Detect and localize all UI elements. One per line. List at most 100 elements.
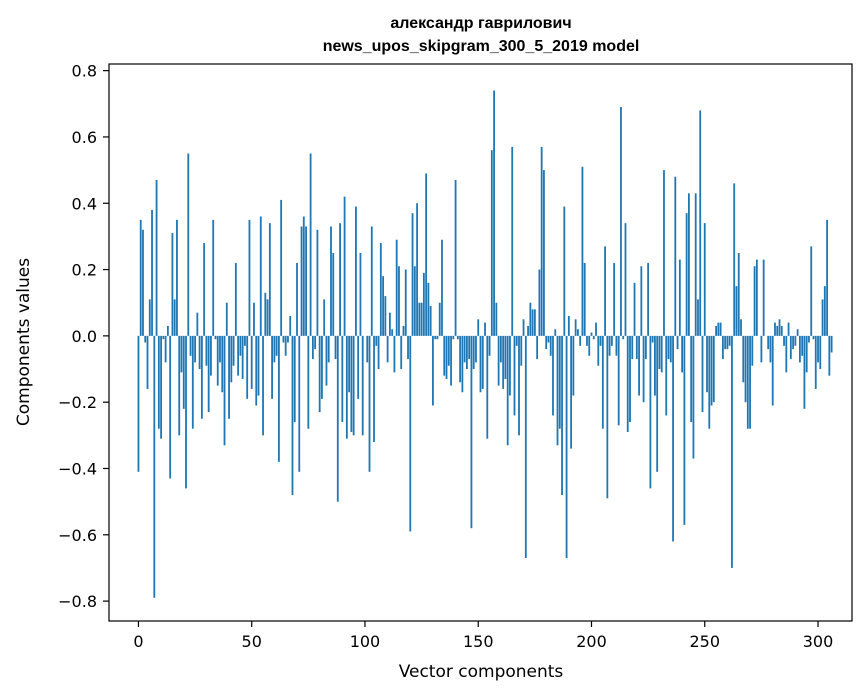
bar-120 <box>409 335 412 532</box>
bar-216 <box>626 335 629 433</box>
bar-82 <box>323 299 326 336</box>
bar-70 <box>296 262 298 336</box>
bar-263 <box>733 183 736 336</box>
bar-15 <box>171 233 174 336</box>
bar-184 <box>554 329 557 336</box>
bar-10 <box>160 335 162 439</box>
bar-54 <box>259 216 262 336</box>
bar-78 <box>314 335 317 350</box>
bar-26 <box>196 312 199 336</box>
bar-45 <box>239 335 242 356</box>
bar-201 <box>592 335 595 340</box>
bar-286 <box>785 335 788 373</box>
bar-105 <box>375 335 378 346</box>
bar-194 <box>577 329 579 336</box>
bar-1 <box>139 219 142 336</box>
bar-4 <box>146 335 149 389</box>
bar-196 <box>581 166 584 336</box>
bar-174 <box>531 309 534 336</box>
bar-192 <box>572 335 575 396</box>
x-tick-label: 200 <box>576 632 607 651</box>
bar-170 <box>522 319 525 336</box>
bar-28 <box>200 335 203 419</box>
bar-46 <box>241 335 244 379</box>
bar-206 <box>604 246 606 336</box>
bar-208 <box>608 335 611 356</box>
bar-282 <box>776 325 779 336</box>
bar-280 <box>771 335 774 406</box>
bar-182 <box>549 335 552 356</box>
bar-83 <box>325 335 328 386</box>
bar-198 <box>586 335 588 346</box>
bar-107 <box>379 243 382 336</box>
bar-150 <box>477 319 480 336</box>
bar-225 <box>647 262 650 336</box>
bar-278 <box>767 335 770 350</box>
x-tick-label: 0 <box>133 632 143 651</box>
bar-276 <box>762 259 765 336</box>
bar-190 <box>567 315 570 336</box>
bar-193 <box>574 319 577 336</box>
bar-114 <box>395 239 398 336</box>
bar-104 <box>373 335 375 442</box>
bar-3 <box>144 335 147 343</box>
bar-141 <box>456 335 459 340</box>
bar-166 <box>513 335 516 416</box>
bar-122 <box>413 266 416 336</box>
bar-135 <box>443 335 446 376</box>
bar-226 <box>649 335 652 489</box>
bar-204 <box>599 335 602 346</box>
bar-133 <box>438 302 441 336</box>
bar-115 <box>398 266 400 336</box>
bar-124 <box>418 302 421 336</box>
bar-7 <box>153 335 156 598</box>
bar-255 <box>715 325 717 336</box>
bar-259 <box>724 335 727 350</box>
bar-69 <box>293 335 296 423</box>
bar-245 <box>692 335 695 459</box>
bar-79 <box>316 229 319 336</box>
bar-291 <box>796 329 799 336</box>
bar-33 <box>212 219 215 336</box>
bar-64 <box>282 335 285 343</box>
bar-43 <box>234 262 237 336</box>
bar-126 <box>422 272 425 336</box>
bar-65 <box>284 335 287 356</box>
bar-125 <box>420 302 423 336</box>
x-tick-label: 300 <box>803 632 834 651</box>
bar-297 <box>810 246 813 336</box>
bar-139 <box>452 335 455 340</box>
bar-199 <box>588 335 591 356</box>
bar-144 <box>463 335 466 363</box>
bar-248 <box>699 110 702 336</box>
x-tick-label: 250 <box>689 632 720 651</box>
bar-246 <box>694 193 697 336</box>
bar-77 <box>311 335 314 360</box>
bar-299 <box>814 335 817 389</box>
bar-165 <box>511 146 514 336</box>
bar-98 <box>359 252 362 336</box>
bar-223 <box>642 335 645 403</box>
bar-175 <box>533 309 536 336</box>
bar-185 <box>556 335 559 446</box>
bar-261 <box>728 335 731 346</box>
bar-215 <box>624 223 627 336</box>
bar-290 <box>794 335 797 346</box>
bar-57 <box>266 299 269 336</box>
bar-102 <box>368 335 371 472</box>
chart-title-line-1: александр гаврилович <box>390 15 571 32</box>
bar-131 <box>434 335 437 340</box>
bar-257 <box>719 322 722 336</box>
bar-239 <box>678 259 681 336</box>
bar-145 <box>466 335 468 370</box>
bar-6 <box>151 209 153 336</box>
bar-61 <box>275 335 278 356</box>
bar-305 <box>828 335 831 376</box>
bar-217 <box>629 335 631 423</box>
bar-153 <box>484 322 486 336</box>
bar-247 <box>697 299 699 336</box>
bar-21 <box>185 335 187 489</box>
bar-187 <box>561 335 563 496</box>
bar-219 <box>633 282 636 336</box>
bar-81 <box>321 335 323 399</box>
